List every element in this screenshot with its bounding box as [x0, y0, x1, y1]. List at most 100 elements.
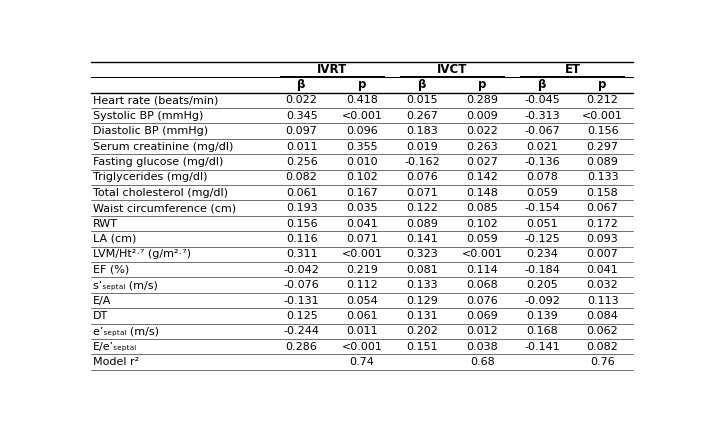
- Text: -0.067: -0.067: [525, 126, 561, 136]
- Text: 0.010: 0.010: [346, 157, 378, 167]
- Text: <0.001: <0.001: [342, 342, 382, 352]
- Text: 0.158: 0.158: [587, 188, 618, 198]
- Text: 0.183: 0.183: [406, 126, 438, 136]
- Text: β: β: [297, 79, 306, 92]
- Text: <0.001: <0.001: [582, 111, 623, 121]
- Text: 0.142: 0.142: [466, 172, 498, 182]
- Text: 0.027: 0.027: [466, 157, 498, 167]
- Text: 0.148: 0.148: [466, 188, 498, 198]
- Text: 0.172: 0.172: [587, 219, 618, 229]
- Text: 0.089: 0.089: [406, 219, 438, 229]
- Text: -0.045: -0.045: [525, 95, 561, 105]
- Text: 0.021: 0.021: [527, 142, 558, 152]
- Text: 0.102: 0.102: [346, 172, 378, 182]
- Text: 0.015: 0.015: [406, 95, 438, 105]
- Text: p: p: [358, 79, 366, 92]
- Text: -0.154: -0.154: [525, 203, 561, 213]
- Text: <0.001: <0.001: [342, 111, 382, 121]
- Text: IVRT: IVRT: [316, 63, 347, 76]
- Text: 0.323: 0.323: [406, 249, 438, 259]
- Text: 0.038: 0.038: [467, 342, 498, 352]
- Text: 0.311: 0.311: [286, 249, 318, 259]
- Text: 0.76: 0.76: [590, 357, 615, 367]
- Text: 0.122: 0.122: [406, 203, 438, 213]
- Text: 0.102: 0.102: [467, 219, 498, 229]
- Text: 0.256: 0.256: [286, 157, 318, 167]
- Text: 0.093: 0.093: [587, 234, 618, 244]
- Text: 0.012: 0.012: [467, 326, 498, 337]
- Text: 0.355: 0.355: [346, 142, 378, 152]
- Text: -0.313: -0.313: [525, 111, 560, 121]
- Text: 0.071: 0.071: [346, 234, 378, 244]
- Text: LA (cm): LA (cm): [92, 234, 136, 244]
- Text: -0.076: -0.076: [284, 280, 320, 290]
- Text: 0.267: 0.267: [406, 111, 438, 121]
- Text: ET: ET: [564, 63, 580, 76]
- Text: 0.68: 0.68: [469, 357, 495, 367]
- Text: RWT: RWT: [92, 219, 118, 229]
- Text: p: p: [599, 79, 606, 92]
- Text: 0.011: 0.011: [286, 142, 318, 152]
- Text: s’ₛₑₚₜₐₗ (m/s): s’ₛₑₚₜₐₗ (m/s): [92, 280, 157, 290]
- Text: 0.059: 0.059: [527, 188, 558, 198]
- Text: <0.001: <0.001: [342, 249, 382, 259]
- Text: 0.133: 0.133: [406, 280, 438, 290]
- Text: E/e’ₛₑₚₜₐₗ: E/e’ₛₑₚₜₐₗ: [92, 342, 137, 352]
- Text: 0.112: 0.112: [346, 280, 378, 290]
- Text: 0.156: 0.156: [587, 126, 618, 136]
- Text: 0.096: 0.096: [346, 126, 378, 136]
- Text: 0.035: 0.035: [346, 203, 378, 213]
- Text: E/A: E/A: [92, 295, 111, 305]
- Text: 0.116: 0.116: [286, 234, 318, 244]
- Text: 0.076: 0.076: [406, 172, 438, 182]
- Text: 0.141: 0.141: [406, 234, 438, 244]
- Text: 0.085: 0.085: [467, 203, 498, 213]
- Text: 0.129: 0.129: [406, 295, 438, 305]
- Text: e’ₛₑₚₜₐₗ (m/s): e’ₛₑₚₜₐₗ (m/s): [92, 326, 159, 337]
- Text: 0.062: 0.062: [587, 326, 618, 337]
- Text: 0.041: 0.041: [587, 265, 618, 275]
- Text: -0.092: -0.092: [525, 295, 561, 305]
- Text: Serum creatinine (mg/dl): Serum creatinine (mg/dl): [92, 142, 233, 152]
- Text: β: β: [538, 79, 546, 92]
- Text: 0.032: 0.032: [587, 280, 618, 290]
- Text: Model r²: Model r²: [92, 357, 139, 367]
- Text: 0.067: 0.067: [587, 203, 618, 213]
- Text: Systolic BP (mmHg): Systolic BP (mmHg): [92, 111, 203, 121]
- Text: 0.202: 0.202: [406, 326, 438, 337]
- Text: 0.069: 0.069: [467, 311, 498, 321]
- Text: 0.212: 0.212: [587, 95, 618, 105]
- Text: 0.234: 0.234: [527, 249, 558, 259]
- Text: -0.131: -0.131: [284, 295, 319, 305]
- Text: -0.042: -0.042: [284, 265, 320, 275]
- Text: 0.151: 0.151: [406, 342, 438, 352]
- Text: Triglycerides (mg/dl): Triglycerides (mg/dl): [92, 172, 207, 182]
- Text: 0.068: 0.068: [467, 280, 498, 290]
- Text: -0.125: -0.125: [525, 234, 561, 244]
- Text: 0.022: 0.022: [286, 95, 318, 105]
- Text: 0.076: 0.076: [467, 295, 498, 305]
- Text: 0.022: 0.022: [466, 126, 498, 136]
- Text: 0.156: 0.156: [286, 219, 318, 229]
- Text: 0.286: 0.286: [286, 342, 318, 352]
- Text: 0.061: 0.061: [286, 188, 318, 198]
- Text: 0.061: 0.061: [346, 311, 378, 321]
- Text: Fasting glucose (mg/dl): Fasting glucose (mg/dl): [92, 157, 223, 167]
- Text: 0.114: 0.114: [467, 265, 498, 275]
- Text: 0.219: 0.219: [346, 265, 378, 275]
- Text: 0.133: 0.133: [587, 172, 618, 182]
- Text: LVM/Ht²·⁷ (g/m²·⁷): LVM/Ht²·⁷ (g/m²·⁷): [92, 249, 191, 259]
- Text: 0.019: 0.019: [406, 142, 438, 152]
- Text: DT: DT: [92, 311, 108, 321]
- Text: 0.289: 0.289: [466, 95, 498, 105]
- Text: -0.184: -0.184: [525, 265, 561, 275]
- Text: 0.125: 0.125: [286, 311, 318, 321]
- Text: 0.74: 0.74: [349, 357, 374, 367]
- Text: 0.345: 0.345: [286, 111, 318, 121]
- Text: p: p: [478, 79, 486, 92]
- Text: 0.089: 0.089: [587, 157, 618, 167]
- Text: 0.009: 0.009: [467, 111, 498, 121]
- Text: -0.162: -0.162: [404, 157, 440, 167]
- Text: -0.141: -0.141: [525, 342, 561, 352]
- Text: 0.071: 0.071: [406, 188, 438, 198]
